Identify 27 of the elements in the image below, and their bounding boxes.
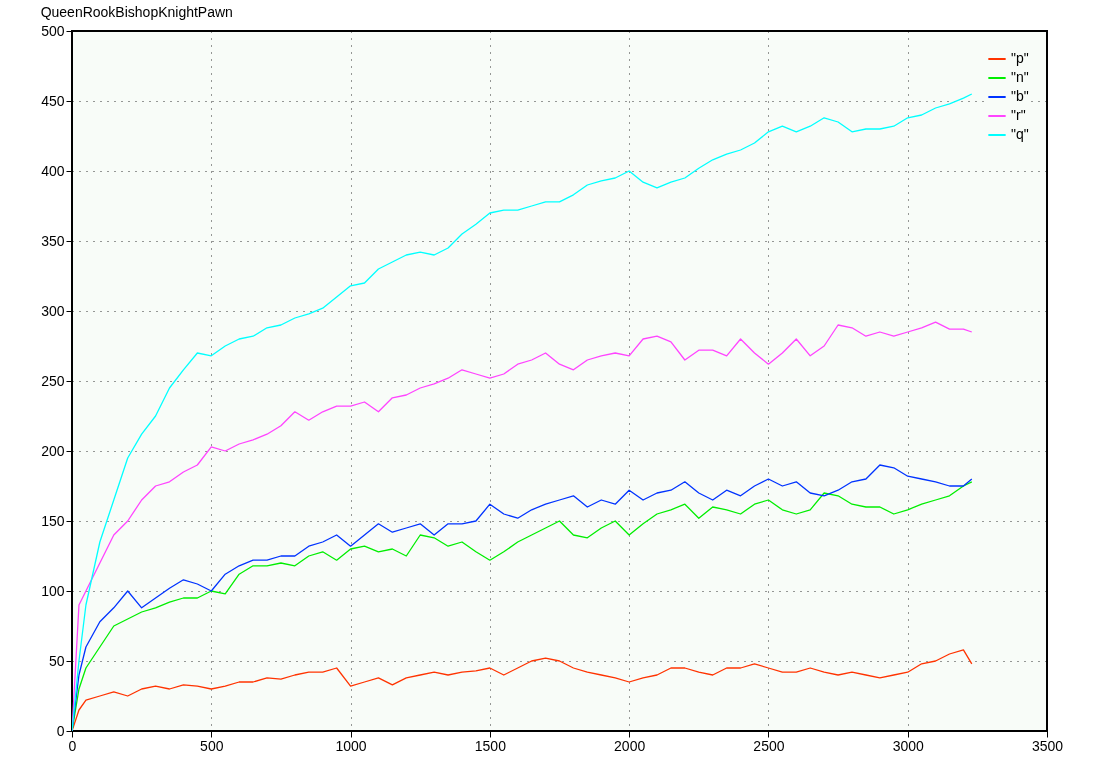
legend-label: "n" bbox=[1011, 69, 1029, 85]
legend-label: "r" bbox=[1011, 107, 1026, 123]
x-tick-label: 2500 bbox=[753, 737, 785, 754]
legend-label: "b" bbox=[1011, 88, 1029, 104]
x-tick-label: 3000 bbox=[892, 737, 924, 754]
y-tick-label: 500 bbox=[41, 22, 65, 39]
x-tick-label: 500 bbox=[200, 737, 224, 754]
y-tick-label: 250 bbox=[41, 372, 65, 389]
line-series bbox=[72, 93, 973, 731]
y-tick-label: 450 bbox=[41, 92, 65, 109]
y-tick-label: 50 bbox=[48, 652, 65, 669]
x-tick-label: 3500 bbox=[1031, 737, 1064, 754]
y-tick-label: 200 bbox=[41, 442, 65, 459]
y-tick-label: 300 bbox=[41, 302, 65, 319]
y-tick-label: 100 bbox=[41, 582, 65, 599]
legend-label: "q" bbox=[1011, 126, 1029, 142]
text: QueenRookBishopKnightPawn bbox=[40, 4, 233, 20]
x-tick-label: 1500 bbox=[474, 737, 507, 754]
line-series bbox=[72, 649, 973, 731]
y-tick-label: 0 bbox=[56, 722, 65, 739]
y-tick-label: 400 bbox=[41, 162, 65, 179]
y-tick-label: 150 bbox=[41, 512, 65, 529]
legend-label: "p" bbox=[1011, 50, 1029, 66]
y-tick-label: 350 bbox=[41, 232, 65, 249]
x-tick-label: 0 bbox=[68, 737, 77, 754]
x-tick-label: 2000 bbox=[614, 737, 646, 754]
x-tick-label: 1000 bbox=[335, 737, 367, 754]
